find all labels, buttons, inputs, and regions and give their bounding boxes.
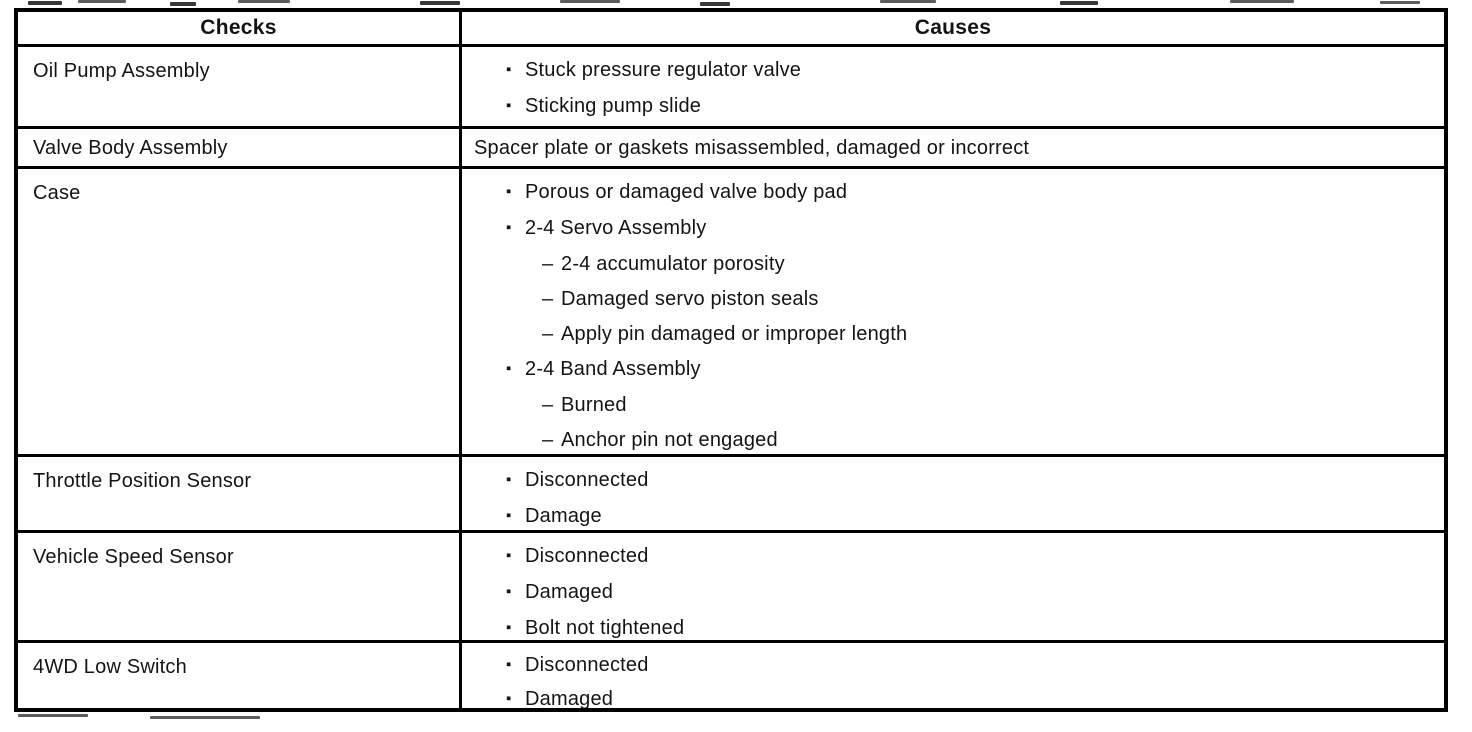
cause-item: ▪ Stuck pressure regulator valve (462, 53, 1444, 89)
cause-item: ▪ 2-4 Servo Assembly (462, 211, 1444, 247)
dash-icon: – (542, 394, 554, 416)
cause-text: Spacer plate or gaskets misassembled, da… (474, 137, 1030, 159)
bullet-icon: ▪ (506, 583, 512, 600)
table-row-4wd-low-switch: 4WD Low Switch ▪ Disconnected ▪ Damaged (18, 640, 1444, 708)
dash-icon: – (542, 253, 554, 275)
scan-noise-mark (170, 2, 196, 6)
table-row-case: Case ▪ Porous or damaged valve body pad ▪… (18, 166, 1444, 454)
cause-subitem: – Burned (462, 388, 1444, 423)
table-row-throttle-position-sensor: Throttle Position Sensor ▪ Disconnected ▪… (18, 454, 1444, 530)
causes-cell: ▪ Disconnected ▪ Damaged (462, 643, 1444, 708)
cause-text: Disconnected (525, 654, 649, 676)
scan-noise-mark (1230, 0, 1294, 3)
table-row-vehicle-speed-sensor: Vehicle Speed Sensor ▪ Disconnected ▪ Dama… (18, 530, 1444, 640)
check-cell-label: Vehicle Speed Sensor (33, 546, 234, 568)
cause-text: 2-4 accumulator porosity (561, 253, 785, 275)
check-cell-label: Throttle Position Sensor (33, 470, 252, 492)
scan-noise-mark (18, 714, 88, 717)
cause-item: ▪ Sticking pump slide (462, 89, 1444, 125)
bullet-icon: ▪ (506, 360, 512, 377)
scan-noise-mark (700, 2, 730, 6)
check-cell-label: Case (33, 182, 81, 204)
table-row-valve-body-assembly: Valve Body Assembly Spacer plate or gask… (18, 126, 1444, 166)
dash-icon: – (542, 288, 554, 310)
bullet-icon: ▪ (506, 471, 512, 488)
cause-item: ▪ Porous or damaged valve body pad (462, 175, 1444, 211)
bullet-icon: ▪ (506, 690, 512, 707)
causes-cell: Spacer plate or gaskets misassembled, da… (462, 129, 1444, 166)
causes-cell: ▪ Disconnected ▪ Damage (462, 457, 1444, 530)
cause-text: Bolt not tightened (525, 617, 685, 639)
dash-icon: – (542, 323, 554, 345)
scan-noise-mark (1060, 1, 1098, 5)
table-row-oil-pump-assembly: Oil Pump Assembly ▪ Stuck pressure regula… (18, 44, 1444, 126)
bullet-icon: ▪ (506, 97, 512, 114)
cause-text: Burned (561, 394, 627, 416)
causes-cell: ▪ Porous or damaged valve body pad ▪ 2-4 S… (462, 169, 1444, 454)
cause-item: ▪ Damaged (462, 683, 1444, 708)
cause-item: ▪ Disconnected (462, 649, 1444, 683)
cause-text: Damaged servo piston seals (561, 288, 819, 310)
bullet-icon: ▪ (506, 507, 512, 524)
cause-subitem: –2-4 accumulator porosity (462, 247, 1444, 282)
scan-noise-mark (880, 0, 936, 3)
dash-icon: – (542, 429, 554, 451)
causes-cell: ▪ Stuck pressure regulator valve ▪ Stickin… (462, 47, 1444, 125)
cause-text: Anchor pin not engaged (561, 429, 778, 451)
cause-subitem: – Damaged servo piston seals (462, 282, 1444, 317)
scan-noise-mark (238, 0, 290, 3)
cause-subitem: – Anchor pin not engaged (462, 423, 1444, 454)
checks-causes-table: Checks Causes Oil Pump Assembly ▪ Stuck p… (14, 8, 1448, 712)
bullet-icon: ▪ (506, 547, 512, 564)
cause-item: ▪ 2-4 Band Assembly (462, 352, 1444, 388)
causes-cell: ▪ Disconnected ▪ Damaged ▪ Bolt not tighten… (462, 533, 1444, 640)
cause-text: Porous or damaged valve body pad (525, 181, 848, 203)
bullet-icon: ▪ (506, 219, 512, 236)
cause-text: Sticking pump slide (525, 95, 702, 117)
bullet-icon: ▪ (506, 61, 512, 78)
scan-noise-mark (78, 0, 126, 3)
bullet-icon: ▪ (506, 656, 512, 673)
cause-item: ▪ Bolt not tightened (462, 611, 1444, 640)
scan-noise-mark (1380, 1, 1420, 4)
cause-text: Damaged (525, 581, 614, 603)
cause-text: Damaged (525, 688, 614, 708)
cause-item: ▪ Disconnected (462, 539, 1444, 575)
cause-text: Damage (525, 505, 602, 527)
check-cell-label: 4WD Low Switch (33, 656, 187, 678)
cause-subitem: – Apply pin damaged or improper length (462, 317, 1444, 352)
bullet-icon: ▪ (506, 183, 512, 200)
scan-noise-mark (150, 716, 260, 719)
column-header-causes: Causes (914, 16, 992, 39)
table-header-row: Checks Causes (18, 12, 1444, 44)
cause-item: ▪ Damage (462, 499, 1444, 530)
scan-noise-mark (560, 0, 620, 3)
cause-item: Spacer plate or gaskets misassembled, da… (462, 131, 1444, 166)
scan-noise-mark (28, 1, 62, 5)
cause-item: ▪ Disconnected (462, 463, 1444, 499)
bullet-icon: ▪ (506, 619, 512, 636)
cause-text: Apply pin damaged or improper length (561, 323, 908, 345)
cause-text: Disconnected (525, 469, 649, 491)
cause-text: 2-4 Band Assembly (525, 358, 701, 380)
cause-text: Disconnected (525, 545, 649, 567)
cause-text: 2-4 Servo Assembly (525, 217, 707, 239)
cause-item: ▪ Damaged (462, 575, 1444, 611)
column-header-checks: Checks (18, 12, 462, 44)
scan-noise-mark (420, 1, 460, 5)
check-cell-label: Valve Body Assembly (33, 137, 228, 159)
check-cell-label: Oil Pump Assembly (33, 60, 210, 82)
cause-text: Stuck pressure regulator valve (525, 59, 802, 81)
